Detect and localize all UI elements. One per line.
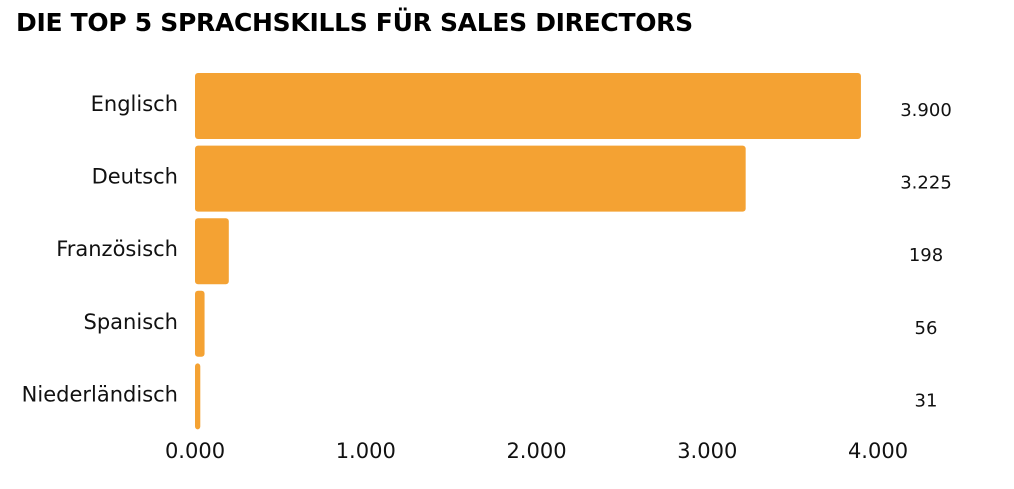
category-labels: Englisch Deutsch Französisch Spanisch Nieder… <box>22 92 178 406</box>
x-axis-ticks: 0.000 1.000 2.000 3.000 4.000 <box>165 439 908 463</box>
value-label: 31 <box>915 390 938 411</box>
x-tick-label: 0.000 <box>165 439 225 463</box>
x-tick-label: 4.000 <box>848 439 908 463</box>
x-tick-label: 2.000 <box>506 439 566 463</box>
value-label: 3.225 <box>900 173 952 194</box>
bar-niederländisch <box>195 363 201 430</box>
bar-spanisch <box>195 290 205 357</box>
bar-französisch <box>195 218 229 285</box>
category-label: Spanisch <box>84 310 178 334</box>
x-tick-label: 1.000 <box>336 439 396 463</box>
category-label: Niederländisch <box>22 382 178 406</box>
value-label: 198 <box>909 245 943 266</box>
x-tick-label: 3.000 <box>677 439 737 463</box>
category-label: Deutsch <box>92 165 178 189</box>
category-label: Englisch <box>91 92 178 116</box>
category-label: Französisch <box>56 237 178 261</box>
bars-layer <box>195 73 861 430</box>
bar-englisch <box>195 73 861 139</box>
value-label: 3.900 <box>900 100 952 121</box>
value-label: 56 <box>915 318 938 339</box>
value-labels: 3.900 3.225 198 56 31 <box>900 100 952 411</box>
chart-title: DIE TOP 5 SPRACHSKILLS FÜR SALES DIRECTO… <box>16 8 693 37</box>
bar-deutsch <box>195 145 746 212</box>
